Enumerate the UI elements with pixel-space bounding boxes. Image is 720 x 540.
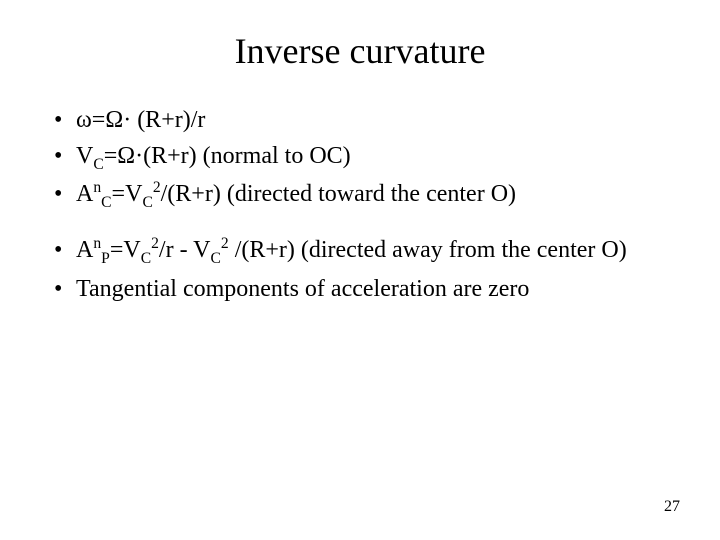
sym-V1: V [123, 237, 140, 263]
bullet-omega: ω=Ω· (R+r)/r [50, 102, 670, 138]
sym-eq: = [110, 237, 124, 263]
bullet-vc: VC=Ω·(R+r) (normal to OC) [50, 138, 670, 176]
sup-n: n [93, 235, 101, 252]
sym-Omega: Ω [105, 107, 123, 133]
sym-omega: ω [76, 107, 92, 133]
sub-C2: C [142, 194, 152, 211]
slide: Inverse curvature ω=Ω· (R+r)/r VC=Ω·(R+r… [0, 0, 720, 540]
sym-A: A [76, 237, 93, 263]
frac: (R+r)/r [131, 107, 205, 133]
sym-eq: = [92, 107, 106, 133]
sym-eq: = [112, 181, 126, 207]
sym-V: V [76, 143, 93, 169]
bullet-anp: AnP=VC2/r - VC2 /(R+r) (directed away fr… [50, 232, 670, 270]
sub-C: C [93, 156, 103, 173]
note: (normal to OC) [197, 143, 351, 169]
sym-Omega: Ω [117, 143, 135, 169]
over: /(R+r) [229, 237, 295, 263]
sym-A: A [76, 181, 93, 207]
sup-21: 2 [151, 235, 159, 252]
sup-n: n [93, 179, 101, 196]
slash-r: /r - [159, 237, 193, 263]
bullet-group-2: AnP=VC2/r - VC2 /(R+r) (directed away fr… [50, 232, 670, 306]
sup-22: 2 [221, 235, 229, 252]
sub-C1: C [141, 250, 151, 267]
sym-eq: = [104, 143, 118, 169]
sym-V2: V [193, 237, 210, 263]
over: /(R+r) [161, 181, 221, 207]
note: (directed toward the center O) [221, 181, 516, 207]
sym-dot: · [135, 143, 143, 169]
sub-P: P [101, 250, 110, 267]
sym-dot: · [123, 107, 131, 133]
bullet-anc: AnC=VC2/(R+r) (directed toward the cente… [50, 176, 670, 214]
note: (directed away from the center O) [295, 237, 627, 263]
bullet-tangential: Tangential components of acceleration ar… [50, 271, 670, 307]
sym-V: V [125, 181, 142, 207]
sub-C: C [101, 194, 111, 211]
bullet-group-1: ω=Ω· (R+r)/r VC=Ω·(R+r) (normal to OC) A… [50, 102, 670, 214]
paren: (R+r) [143, 143, 197, 169]
page-title: Inverse curvature [50, 30, 670, 72]
page-number: 27 [664, 498, 680, 516]
sup-2: 2 [153, 179, 161, 196]
sub-C2: C [210, 250, 220, 267]
